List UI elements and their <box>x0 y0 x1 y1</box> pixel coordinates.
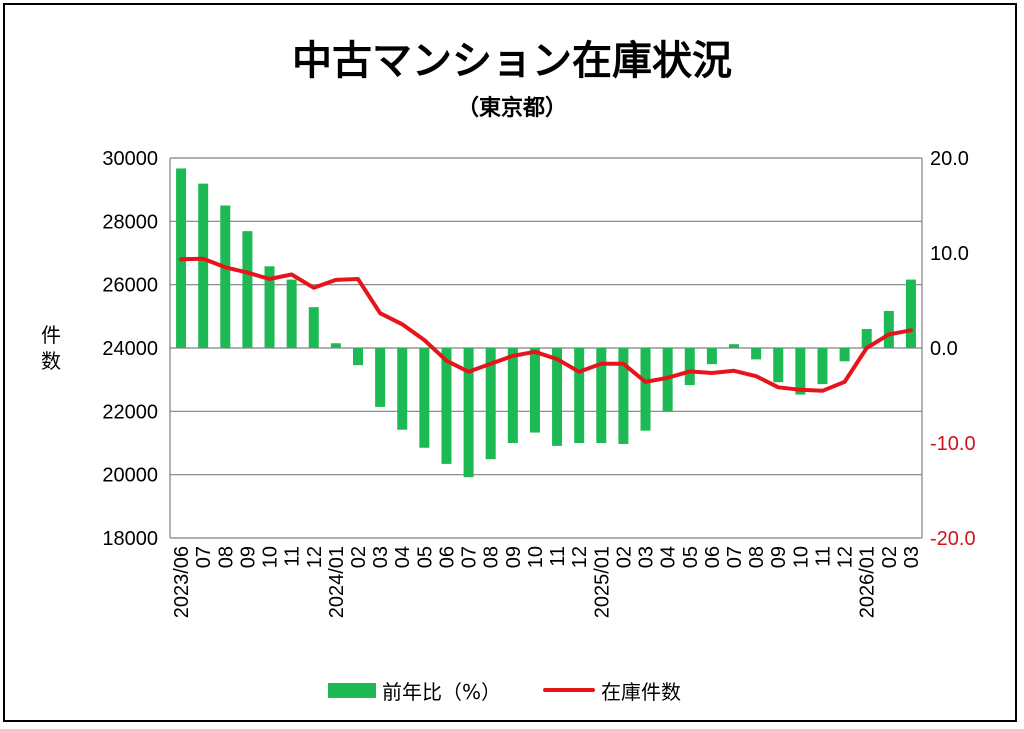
bar <box>839 348 850 362</box>
bar <box>773 348 784 383</box>
bar <box>353 348 363 366</box>
y-right-tick-label: -20.0 <box>930 528 976 550</box>
bar <box>375 348 386 407</box>
chart-title: 中古マンション在庫状況 <box>292 38 732 84</box>
x-tick-label: 08 <box>746 546 768 568</box>
series-line <box>179 256 913 393</box>
x-tick-label: 02 <box>348 546 370 568</box>
x-tick-label: 10 <box>525 546 547 568</box>
y-left-tick-label: 20000 <box>102 465 158 487</box>
bar <box>552 348 563 446</box>
legend: 前年比（%） 在庫件数 <box>0 675 1024 705</box>
legend-item-line: 在庫件数 <box>543 675 681 705</box>
bar <box>286 279 297 348</box>
x-tick-label: 09 <box>237 546 259 568</box>
y-left-tick-label: 18000 <box>102 528 158 550</box>
x-tick-label: 2025/01 <box>591 546 613 618</box>
y-right-tick-label: 20.0 <box>930 148 969 170</box>
x-tick-label: 11 <box>547 546 569 567</box>
bar <box>706 348 717 365</box>
legend-line-label: 在庫件数 <box>601 679 681 704</box>
x-tick-label: 03 <box>901 546 923 568</box>
x-tick-label: 07 <box>193 546 215 568</box>
x-tick-label: 12 <box>835 546 857 568</box>
y-left-tick-label: 30000 <box>102 148 158 170</box>
x-tick-label: 07 <box>459 546 481 568</box>
bar <box>529 348 540 433</box>
y-right-tick-label: -10.0 <box>930 433 976 455</box>
bar <box>419 348 430 448</box>
x-tick-label: 08 <box>215 546 237 568</box>
x-tick-label: 09 <box>503 546 525 568</box>
x-tick-label: 10 <box>260 546 282 568</box>
x-tick-label: 11 <box>813 546 835 567</box>
x-tick-label: 12 <box>569 546 591 568</box>
bar <box>330 343 341 348</box>
bar <box>198 183 209 348</box>
x-tick-label: 04 <box>658 546 680 568</box>
y-left-tick-label: 28000 <box>102 211 158 233</box>
bar <box>485 348 496 460</box>
legend-bar-swatch <box>328 682 376 698</box>
bar <box>441 348 452 464</box>
x-tick-label: 04 <box>392 546 414 568</box>
bar <box>574 348 585 443</box>
x-tick-label: 2023/06 <box>171 546 193 618</box>
y-right-tick-label: 10.0 <box>930 243 969 265</box>
legend-bar-label: 前年比（%） <box>382 679 502 704</box>
x-tick-label: 10 <box>790 546 812 568</box>
chart-subtitle: （東京都） <box>456 96 567 121</box>
x-tick-label: 09 <box>768 546 790 568</box>
y-axis-label: 件数 <box>41 323 61 373</box>
x-tick-label: 03 <box>636 546 658 568</box>
legend-line-swatch <box>543 688 595 692</box>
x-tick-label: 08 <box>481 546 503 568</box>
bar <box>264 266 275 348</box>
bar <box>905 279 916 348</box>
x-tick-label: 2026/01 <box>857 546 879 618</box>
x-tick-label: 12 <box>304 546 326 568</box>
y-left-tick-label: 24000 <box>102 338 158 360</box>
y-left-tick-label: 22000 <box>102 401 158 423</box>
x-tick-label: 06 <box>437 546 459 568</box>
x-tick-label: 11 <box>282 546 304 567</box>
bar <box>861 329 872 348</box>
bar <box>751 348 762 360</box>
bar <box>817 348 828 385</box>
bar <box>220 205 231 348</box>
x-tick-label: 05 <box>680 546 702 568</box>
y-left-tick-label: 26000 <box>102 275 158 297</box>
bar <box>397 348 408 430</box>
x-tick-label: 02 <box>879 546 901 568</box>
bar <box>795 348 806 395</box>
bar <box>463 348 474 478</box>
x-tick-label: 03 <box>370 546 392 568</box>
bar <box>242 231 253 348</box>
bar <box>640 348 651 431</box>
bar <box>883 310 894 348</box>
x-tick-label: 2024/01 <box>326 546 348 618</box>
bar <box>507 348 518 443</box>
x-tick-label: 05 <box>414 546 436 568</box>
bar <box>596 348 607 443</box>
x-tick-label: 06 <box>702 546 724 568</box>
bar <box>684 348 695 386</box>
bar <box>308 307 319 348</box>
x-tick-label: 07 <box>724 546 746 568</box>
y-right-tick-label: 0.0 <box>930 338 958 360</box>
x-tick-label: 02 <box>613 546 635 568</box>
bar <box>729 344 739 348</box>
legend-item-bar: 前年比（%） <box>328 675 501 705</box>
bar <box>618 348 629 444</box>
